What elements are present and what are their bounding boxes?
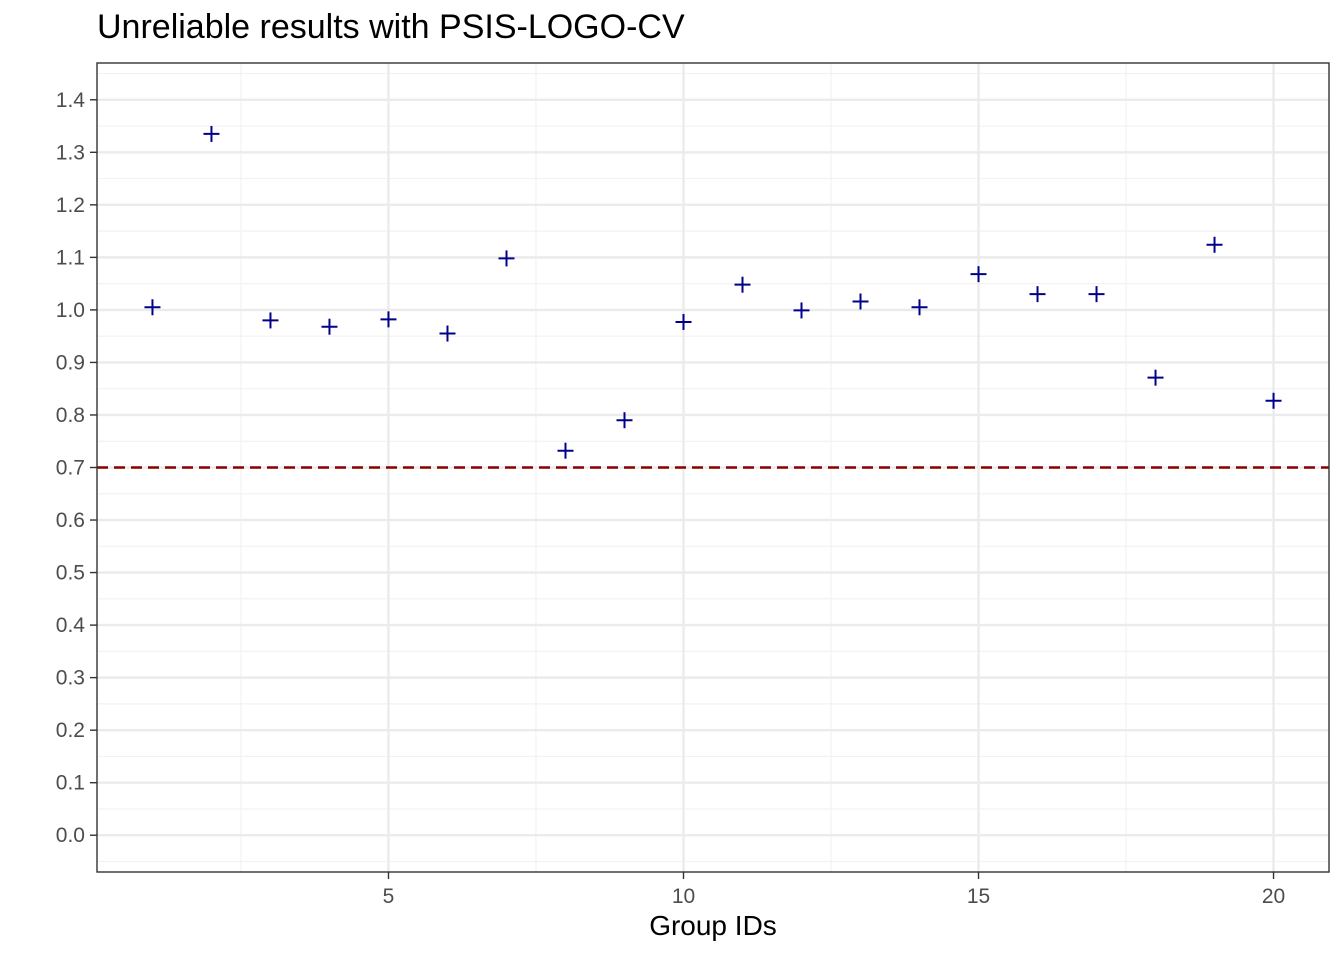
data-point [498, 250, 515, 267]
y-tick-label: 0.8 [56, 404, 85, 427]
data-point [321, 318, 338, 335]
data-point [1088, 286, 1105, 303]
data-point [1147, 369, 1164, 386]
chart-title: Unreliable results with PSIS-LOGO-CV [97, 8, 685, 46]
data-point [675, 313, 692, 330]
minor-gridlines [97, 63, 1329, 872]
y-tick-label: 0.6 [56, 509, 85, 532]
data-point [793, 302, 810, 319]
x-tick-label: 5 [383, 885, 395, 908]
data-point [144, 299, 161, 316]
y-tick-label: 1.4 [56, 89, 86, 112]
data-point [1029, 286, 1046, 303]
data-point [970, 266, 987, 283]
data-point [1206, 236, 1223, 253]
x-axis: 5 10 15 20 [383, 872, 1285, 908]
data-point [616, 412, 633, 429]
x-tick-label: 15 [967, 885, 990, 908]
y-tick-label: 0.3 [56, 667, 85, 690]
y-tick-label: 0.7 [56, 457, 85, 480]
y-tick-label: 0.9 [56, 351, 85, 374]
x-tick-label: 10 [672, 885, 695, 908]
y-tick-label: 1.1 [56, 246, 85, 269]
y-tick-label: 0.2 [56, 719, 85, 742]
data-points [144, 125, 1282, 459]
data-point [439, 325, 456, 342]
data-point [734, 276, 751, 293]
x-tick-label: 20 [1262, 885, 1285, 908]
data-point [203, 125, 220, 142]
data-point [1265, 392, 1282, 409]
data-point [852, 293, 869, 310]
data-point [262, 312, 279, 329]
data-point [557, 442, 574, 459]
y-tick-label: 1.2 [56, 194, 85, 217]
y-tick-label: 0.0 [56, 824, 85, 847]
y-tick-label: 0.1 [56, 772, 85, 795]
y-tick-label: 0.4 [56, 614, 86, 637]
x-axis-title: Group IDs [649, 910, 777, 941]
y-tick-label: 1.0 [56, 299, 85, 322]
y-axis: 0.0 0.1 0.2 0.3 0.4 0.5 0.6 0.7 0.8 0.9 1.0 1.1 1.2 1… [56, 89, 97, 847]
data-point [911, 299, 928, 316]
data-point [380, 311, 397, 328]
y-tick-label: 1.3 [56, 141, 85, 164]
y-tick-label: 0.5 [56, 562, 85, 585]
